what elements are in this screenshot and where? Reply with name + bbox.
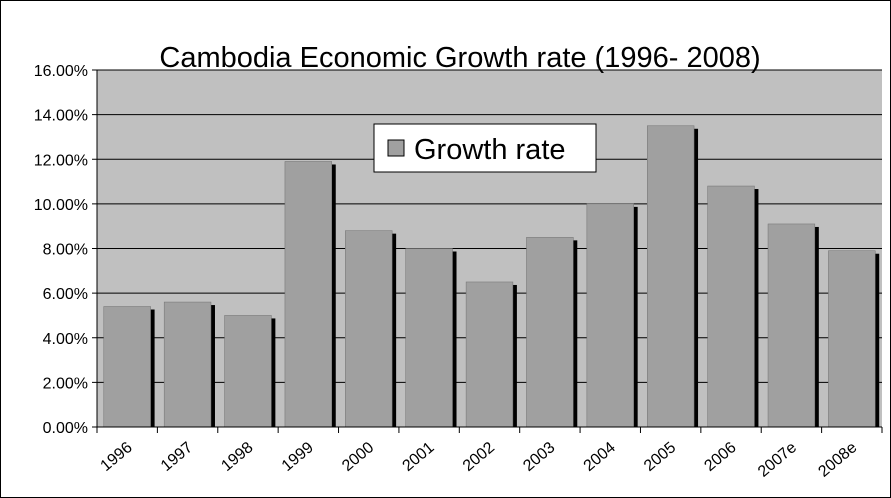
y-tick-label: 12.00% xyxy=(34,152,88,169)
bar xyxy=(828,250,876,428)
y-tick-label: 2.00% xyxy=(43,375,88,392)
legend: Growth rate xyxy=(373,123,597,173)
bars xyxy=(103,125,880,428)
y-tick-label: 0.00% xyxy=(43,420,88,437)
bar xyxy=(465,281,514,428)
legend-swatch xyxy=(387,139,405,157)
bar xyxy=(586,203,634,428)
bar xyxy=(767,223,816,428)
bar xyxy=(163,301,212,428)
y-tick-label: 8.00% xyxy=(43,242,88,259)
bar xyxy=(345,230,393,428)
y-tick-label: 10.00% xyxy=(34,197,88,214)
y-tick-label: 4.00% xyxy=(43,331,88,348)
y-axis-ticks: 0.00% 2.00% 4.00% 6.00% 8.00% 10.00% 12.00% 14.… xyxy=(34,63,97,437)
bar xyxy=(526,237,574,428)
bar xyxy=(707,185,755,428)
bar xyxy=(224,315,272,428)
legend-box xyxy=(373,123,597,173)
y-tick-label: 6.00% xyxy=(43,286,88,303)
chart-title: Cambodia Economic Growth rate (1996- 200… xyxy=(159,42,760,74)
bar xyxy=(103,306,151,428)
bar xyxy=(647,125,695,428)
y-tick-label: 14.00% xyxy=(34,108,88,125)
y-tick-label: 16.00% xyxy=(34,63,88,80)
legend-label: Growth rate xyxy=(414,134,566,166)
bar xyxy=(284,161,332,428)
bar xyxy=(405,248,453,428)
